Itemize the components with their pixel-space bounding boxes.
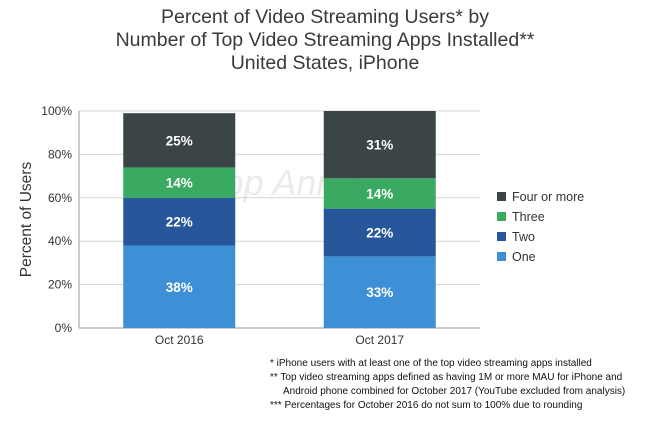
footnote: * iPhone users with at least one of the … (270, 358, 592, 369)
bar-segment-four-or-more (123, 113, 236, 168)
footnote: Android phone combined for October 2017 … (283, 386, 626, 397)
y-tick-label: 60% (48, 191, 72, 205)
footnote: *** Percentages for October 2016 do not … (270, 400, 583, 411)
bar-segment-two (123, 197, 236, 246)
x-tick-label: Oct 2016 (155, 333, 204, 347)
y-tick-label: 0% (55, 321, 73, 335)
data-label: 14% (366, 186, 393, 201)
bar-segment-one (323, 256, 436, 328)
legend-swatch (497, 252, 506, 261)
legend-label: One (512, 250, 536, 264)
data-label: 22% (366, 226, 393, 241)
y-tick-label: 20% (48, 278, 72, 292)
legend-label: Three (512, 210, 545, 224)
data-label: 22% (166, 215, 193, 230)
chart-title-line: Number of Top Video Streaming Apps Insta… (115, 29, 535, 51)
legend-swatch (497, 232, 506, 241)
data-label: 14% (166, 176, 193, 191)
chart-title-line: United States, iPhone (230, 52, 420, 74)
x-tick-label: Oct 2017 (355, 333, 404, 347)
legend-label: Two (512, 230, 535, 244)
legend-swatch (497, 212, 506, 221)
bar-segment-two (323, 208, 436, 257)
data-label: 31% (366, 138, 393, 153)
chart-title-line: Percent of Video Streaming Users* by (160, 6, 490, 28)
bar-segment-three (323, 178, 436, 209)
y-axis-label: Percent of Users (18, 162, 35, 278)
y-tick-label: 100% (41, 104, 72, 118)
data-label: 33% (366, 285, 393, 300)
footnote: ** Top video streaming apps defined as h… (270, 372, 623, 383)
bar-segment-three (123, 167, 236, 198)
bar-segment-four-or-more (323, 111, 436, 179)
chart-title: Percent of Video Streaming Users* by Num… (0, 6, 650, 75)
legend-swatch (497, 192, 506, 201)
data-label: 38% (166, 280, 193, 295)
footnotes: * iPhone users with at least one of the … (270, 357, 625, 413)
bar-segment-one (123, 245, 236, 328)
y-tick-label: 40% (48, 234, 72, 248)
y-tick-label: 80% (48, 147, 72, 161)
data-label: 25% (166, 133, 193, 148)
legend-label: Four or more (512, 190, 584, 204)
